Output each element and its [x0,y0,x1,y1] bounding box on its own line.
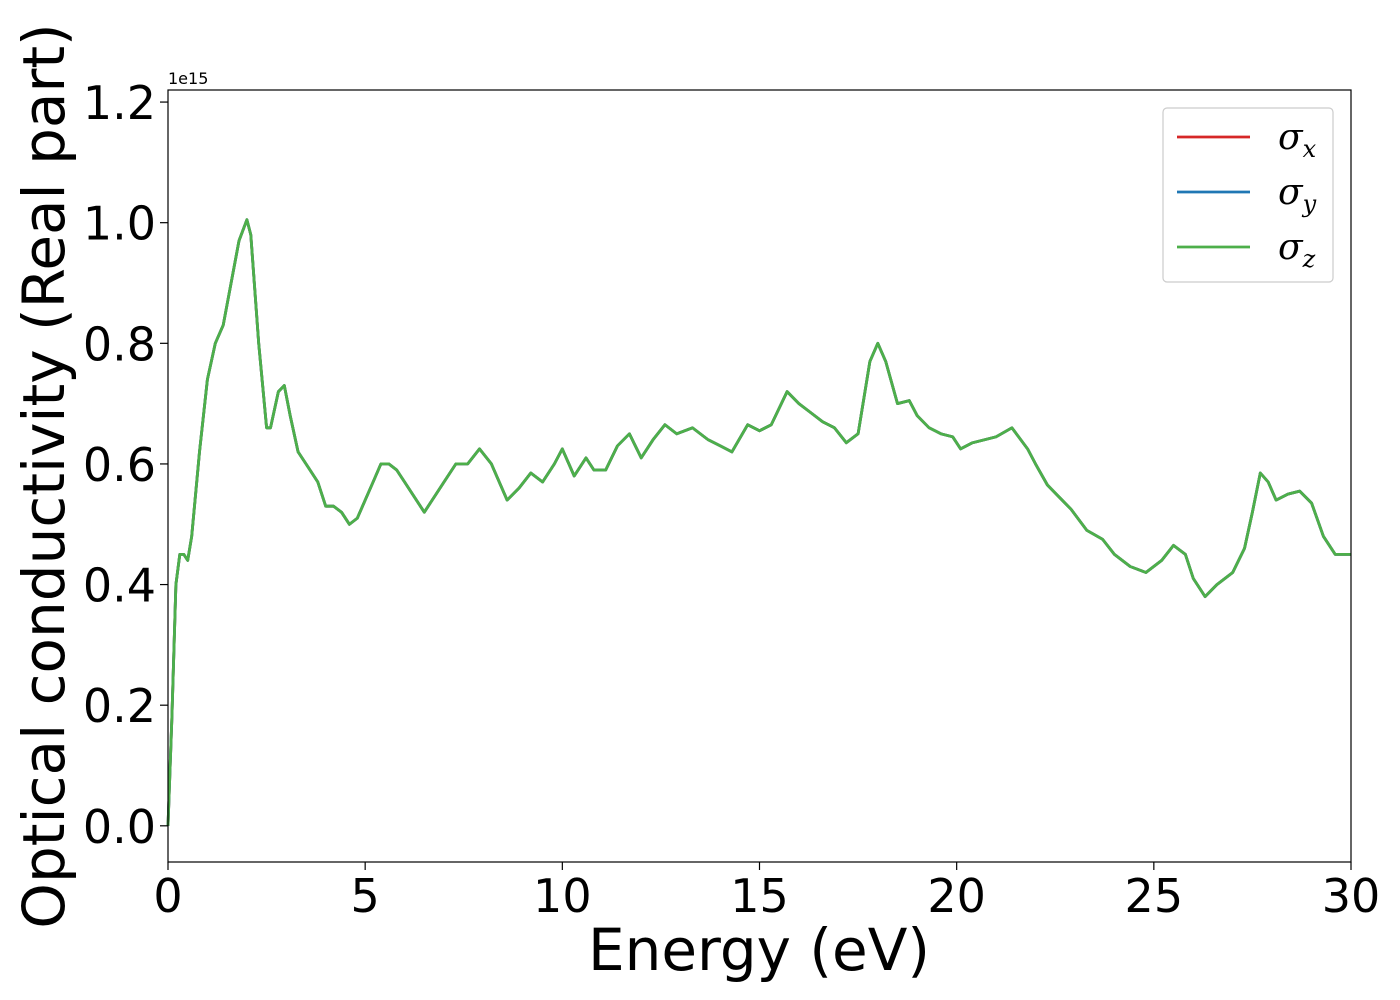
y-tick-label: 0.2 [83,679,156,733]
x-axis-ticks: 0 5 10 15 20 25 30 [153,862,1380,923]
y-tick-label: 0.4 [83,559,156,613]
legend-box [1162,107,1334,283]
y-axis-ticks: 0.0 0.2 0.4 0.6 0.8 1.0 1.2 [83,76,168,854]
x-tick-label: 15 [730,869,789,923]
y-offset-label: 1e15 [168,69,208,88]
x-tick-label: 30 [1322,869,1381,923]
y-tick-label: 0.0 [83,800,156,854]
y-tick-label: 1.0 [83,197,156,251]
x-tick-label: 20 [927,869,986,923]
series-layer [166,218,1351,826]
x-tick-label: 10 [533,869,592,923]
y-axis-label: Optical conductivity (Real part) [10,23,78,928]
x-tick-label: 0 [153,869,182,923]
y-tick-label: 1.2 [83,76,156,130]
x-tick-label: 5 [351,869,380,923]
x-axis-label: Energy (eV) [588,916,930,984]
series-line-sigma-z [166,218,1351,826]
y-tick-label: 0.6 [83,438,156,492]
y-tick-label: 0.8 [83,317,156,371]
x-tick-label: 25 [1125,869,1184,923]
